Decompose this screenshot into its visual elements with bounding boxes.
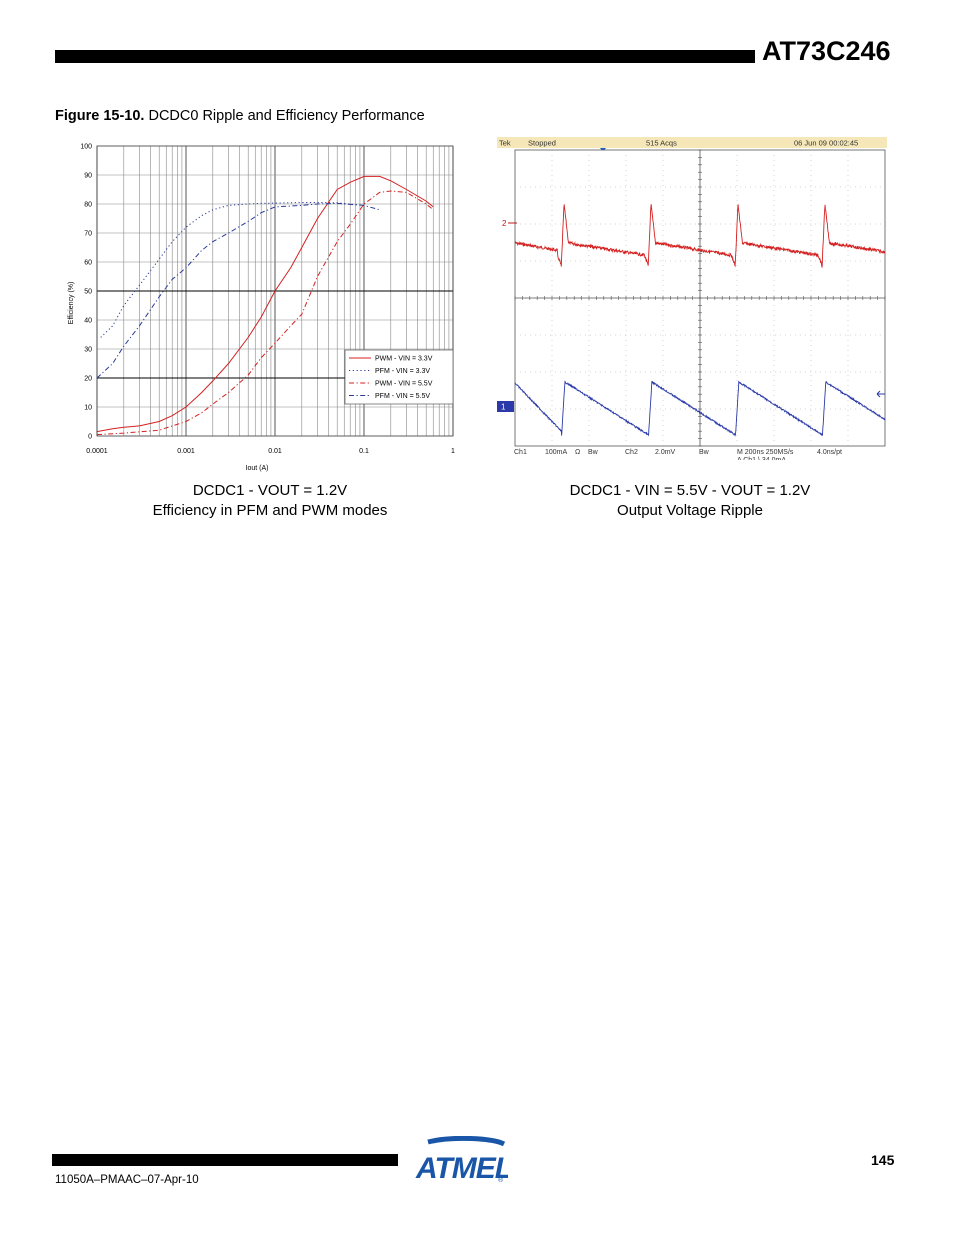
- scope-readout-text: 2.0mV: [655, 449, 676, 456]
- plot-frame: [96, 145, 454, 437]
- efficiency-chart: 0 10 20 30 40 50 60 70 80 90 100 0.0001 0.001 0.01 0.1…: [60, 135, 470, 480]
- legend-entry: PFM - VIN = 3.3V: [375, 368, 430, 375]
- series-line-2: [100, 202, 365, 338]
- series-line-1: [96, 175, 434, 433]
- atmel-logo: ATMEL ®: [412, 1135, 513, 1186]
- scope-status-text: Tek: [499, 139, 511, 148]
- x-tick-label: 0.01: [268, 448, 282, 455]
- x-tick-label: 0.001: [177, 448, 195, 455]
- legend-entry: PWM - VIN = 3.3V: [375, 356, 433, 363]
- series-line-3: [96, 190, 434, 436]
- scope-readout-text: Ω: [575, 449, 580, 456]
- svg-text:ATMEL: ATMEL: [415, 1152, 508, 1185]
- scope-readout-text: Bw: [588, 449, 599, 456]
- scope-status-text: 515 Acqs: [646, 139, 677, 148]
- right-subcaption: DCDC1 - VIN = 5.5V - VOUT = 1.2V Output …: [540, 481, 840, 521]
- y-tick-label: 50: [84, 289, 92, 296]
- scope-trigger-readout: A Ch1 \ 34.0mA: [737, 457, 786, 460]
- legend-entry: PFM - VIN = 5.5V: [375, 393, 430, 400]
- y-tick-label: 60: [84, 260, 92, 267]
- left-subcaption: DCDC1 - VOUT = 1.2V Efficiency in PFM an…: [120, 481, 420, 521]
- y-tick-label: 0: [88, 434, 92, 441]
- scope-readout-text: 100mA: [545, 449, 568, 456]
- y-tick-label: 90: [84, 173, 92, 180]
- y-tick-label: 20: [84, 376, 92, 383]
- figure-label: Figure 15-10.: [55, 108, 145, 124]
- scope-readout-text: Ch2: [625, 449, 638, 456]
- scope-status-bar: [497, 137, 887, 148]
- x-tick-label: 1: [451, 448, 455, 455]
- y-tick-label: 70: [84, 231, 92, 238]
- trigger-level-marker: [876, 390, 885, 398]
- ch2-ripple-trace: [514, 204, 886, 268]
- ch1-marker-box: [497, 401, 514, 412]
- figure-caption: Figure 15-10. DCDC0 Ripple and Efficienc…: [55, 108, 425, 124]
- scope-readout-text: Bw: [699, 449, 710, 456]
- x-tick-label: 0.0001: [86, 448, 108, 455]
- ch1-marker: 1: [501, 403, 506, 412]
- legend-entry: PWM - VIN = 5.5V: [375, 381, 433, 388]
- y-tick-label: 30: [84, 347, 92, 354]
- y-tick-label: 80: [84, 202, 92, 209]
- x-axis-label: Iout (A): [246, 465, 269, 472]
- scope-readout-text: M 200ns 250MS/s: [737, 449, 794, 456]
- scope-readout-text: 4.0ns/pt: [817, 449, 842, 456]
- document-id: 11050A–PMAAC–07-Apr-10: [55, 1174, 199, 1186]
- scope-status-text: Stopped: [528, 139, 556, 148]
- left-subcaption-line1: DCDC1 - VOUT = 1.2V: [192, 482, 348, 499]
- scope-readout-text: Ch1: [514, 449, 527, 456]
- document-title: AT73C246: [762, 36, 891, 66]
- footer-rule: [52, 1154, 398, 1166]
- ch1-current-trace: [514, 380, 886, 437]
- right-subcaption-line2: Output Voltage Ripple: [617, 502, 763, 519]
- oscilloscope-svg: Tek Stopped 515 Acqs 06 Jun 09 00:02:45 2 1 Ch…: [497, 135, 887, 464]
- left-subcaption-line2: Efficiency in PFM and PWM modes: [152, 502, 388, 519]
- ch2-marker: 2: [502, 219, 507, 228]
- svg-text:®: ®: [498, 1176, 504, 1184]
- figure-title: DCDC0 Ripple and Efficiency Performance: [148, 108, 425, 124]
- oscilloscope-capture: Tek Stopped 515 Acqs 06 Jun 09 00:02:45 2 1 Ch…: [497, 135, 887, 464]
- y-tick-label: 10: [84, 405, 92, 412]
- y-axis-label: Efficiency (%): [68, 282, 75, 325]
- header-rule: [55, 50, 755, 63]
- right-subcaption-line1: DCDC1 - VIN = 5.5V - VOUT = 1.2V: [569, 482, 811, 499]
- page-number: 145: [871, 1152, 895, 1168]
- y-tick-label: 100: [80, 144, 92, 151]
- x-tick-label: 0.1: [359, 448, 369, 455]
- y-tick-label: 40: [84, 318, 92, 325]
- scope-status-text: 06 Jun 09 00:02:45: [794, 139, 858, 148]
- efficiency-chart-svg: 0 10 20 30 40 50 60 70 80 90 100 0.0001 0.001 0.01 0.1…: [68, 144, 455, 473]
